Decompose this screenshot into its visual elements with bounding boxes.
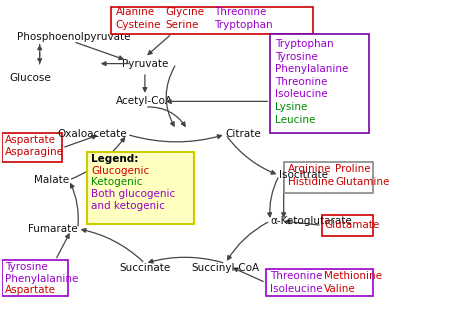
Text: Serine: Serine — [165, 20, 198, 30]
Text: Proline: Proline — [335, 164, 371, 174]
Text: Lysine: Lysine — [274, 102, 307, 112]
Text: Glutamate: Glutamate — [325, 220, 380, 230]
Text: Aspartate: Aspartate — [5, 135, 56, 145]
Text: Succinate: Succinate — [119, 264, 171, 273]
Text: Glutamine: Glutamine — [335, 177, 390, 186]
Text: Tryptophan: Tryptophan — [274, 39, 333, 49]
Text: Glucogenic: Glucogenic — [91, 166, 149, 176]
Text: Alanine: Alanine — [116, 7, 155, 17]
Text: Phosphoenolpyruvate: Phosphoenolpyruvate — [17, 32, 130, 42]
Text: Malate: Malate — [34, 175, 69, 185]
FancyBboxPatch shape — [87, 152, 194, 224]
Text: Tyrosine: Tyrosine — [274, 52, 317, 62]
FancyBboxPatch shape — [2, 260, 68, 296]
Text: Asparagine: Asparagine — [5, 147, 64, 157]
Text: α-Ketoglutarate: α-Ketoglutarate — [270, 216, 352, 226]
Text: Legend:: Legend: — [91, 154, 139, 164]
Text: Pyruvate: Pyruvate — [122, 58, 168, 69]
FancyBboxPatch shape — [284, 162, 373, 193]
FancyBboxPatch shape — [2, 133, 62, 162]
Text: Succinyl-CoA: Succinyl-CoA — [191, 264, 260, 273]
Text: Fumarate: Fumarate — [28, 224, 78, 234]
Text: Histidine: Histidine — [288, 177, 334, 186]
Text: and ketogenic: and ketogenic — [91, 201, 165, 210]
Text: Aspartate: Aspartate — [5, 285, 56, 295]
Text: Phenylalanine: Phenylalanine — [274, 64, 348, 74]
Text: Valine: Valine — [324, 283, 356, 294]
Text: Oxaloacetate: Oxaloacetate — [57, 130, 127, 139]
Text: Threonine: Threonine — [274, 77, 327, 87]
Text: Cysteine: Cysteine — [116, 20, 161, 30]
FancyBboxPatch shape — [270, 34, 369, 133]
Text: Acetyl-CoA: Acetyl-CoA — [117, 96, 173, 106]
FancyBboxPatch shape — [322, 215, 373, 236]
Text: Methionine: Methionine — [324, 271, 382, 281]
Text: Threonine: Threonine — [214, 7, 267, 17]
Text: Citrate: Citrate — [225, 130, 261, 139]
Text: Leucine: Leucine — [274, 115, 315, 125]
Text: Isocitrate: Isocitrate — [279, 170, 328, 180]
Text: Threonine: Threonine — [270, 271, 323, 281]
Text: Glucose: Glucose — [10, 73, 52, 83]
Text: Isoleucine: Isoleucine — [270, 283, 323, 294]
Text: Glycine: Glycine — [165, 7, 204, 17]
Text: Ketogenic: Ketogenic — [91, 177, 143, 187]
Text: Arginine: Arginine — [288, 164, 332, 174]
FancyBboxPatch shape — [111, 7, 313, 34]
Text: Tryptophan: Tryptophan — [214, 20, 273, 30]
Text: Isoleucine: Isoleucine — [274, 89, 327, 100]
Text: Both glucogenic: Both glucogenic — [91, 189, 176, 199]
FancyBboxPatch shape — [266, 269, 373, 296]
Text: Tyrosine: Tyrosine — [5, 263, 48, 272]
Text: Phenylalanine: Phenylalanine — [5, 274, 79, 284]
